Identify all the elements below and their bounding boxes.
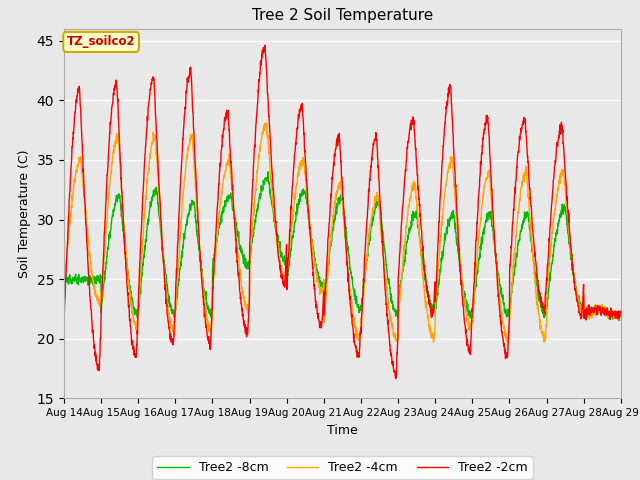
Tree2 -2cm bbox=[584, 307, 591, 313]
X-axis label: Time: Time bbox=[327, 424, 358, 437]
Tree2 -8cm bbox=[60, 276, 68, 282]
Tree2 -4cm bbox=[568, 258, 576, 264]
Tree2 -2cm bbox=[371, 136, 379, 142]
Tree2 -2cm bbox=[617, 310, 625, 315]
Tree2 -2cm bbox=[568, 256, 576, 262]
Tree2 -8cm bbox=[468, 318, 476, 324]
Tree2 -2cm bbox=[261, 42, 269, 48]
Tree2 -8cm bbox=[359, 294, 367, 300]
Line: Tree2 -2cm: Tree2 -2cm bbox=[64, 45, 621, 379]
Tree2 -2cm bbox=[505, 334, 513, 340]
Text: TZ_soilco2: TZ_soilco2 bbox=[67, 36, 136, 48]
Tree2 -8cm bbox=[584, 303, 591, 309]
Tree2 -8cm bbox=[617, 311, 625, 317]
Legend: Tree2 -8cm, Tree2 -4cm, Tree2 -2cm: Tree2 -8cm, Tree2 -4cm, Tree2 -2cm bbox=[152, 456, 532, 480]
Tree2 -4cm bbox=[359, 299, 367, 305]
Tree2 -4cm bbox=[261, 120, 269, 126]
Tree2 -4cm bbox=[371, 194, 379, 200]
Tree2 -8cm bbox=[568, 263, 576, 268]
Tree2 -8cm bbox=[216, 223, 223, 229]
Tree2 -2cm bbox=[60, 318, 68, 324]
Y-axis label: Soil Temperature (C): Soil Temperature (C) bbox=[18, 149, 31, 278]
Tree2 -2cm bbox=[216, 173, 223, 179]
Tree2 -8cm bbox=[505, 312, 513, 317]
Line: Tree2 -8cm: Tree2 -8cm bbox=[64, 172, 621, 321]
Tree2 -4cm bbox=[617, 312, 625, 318]
Tree2 -4cm bbox=[584, 309, 591, 314]
Tree2 -2cm bbox=[359, 295, 367, 300]
Tree2 -2cm bbox=[392, 376, 399, 382]
Title: Tree 2 Soil Temperature: Tree 2 Soil Temperature bbox=[252, 9, 433, 24]
Tree2 -8cm bbox=[264, 169, 272, 175]
Tree2 -4cm bbox=[504, 340, 512, 346]
Tree2 -4cm bbox=[216, 210, 223, 216]
Tree2 -8cm bbox=[371, 209, 379, 215]
Tree2 -4cm bbox=[505, 332, 513, 337]
Tree2 -4cm bbox=[60, 289, 68, 295]
Line: Tree2 -4cm: Tree2 -4cm bbox=[64, 123, 621, 343]
